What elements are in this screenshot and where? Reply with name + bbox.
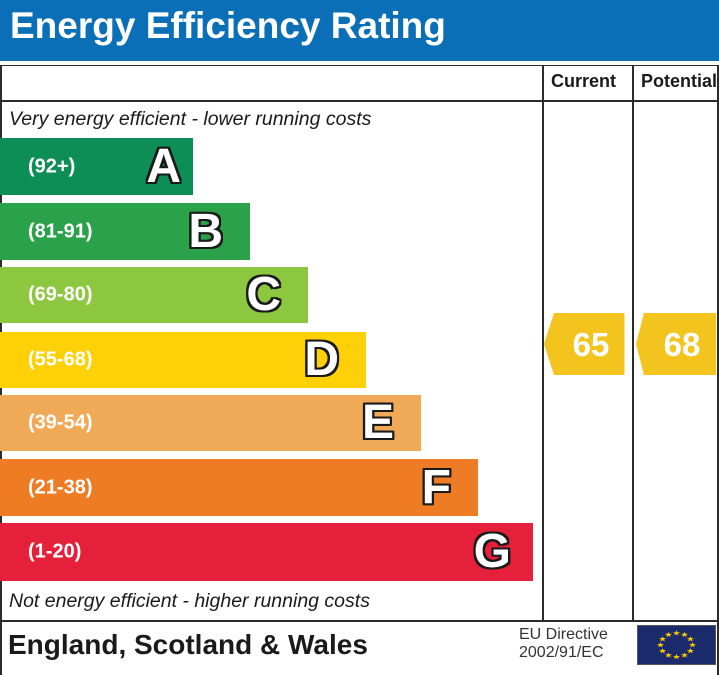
- svg-text:65: 65: [573, 326, 610, 363]
- svg-text:68: 68: [663, 326, 700, 363]
